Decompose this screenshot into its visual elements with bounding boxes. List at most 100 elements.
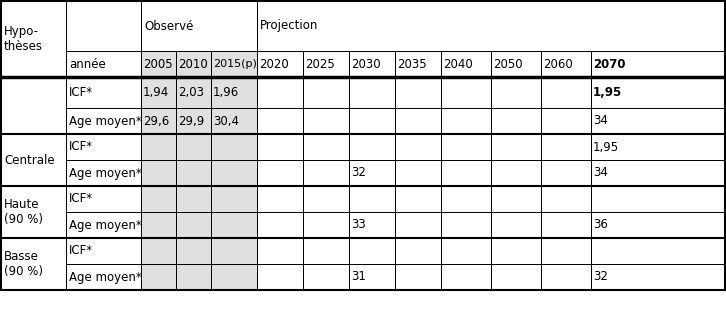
Bar xyxy=(141,264,176,290)
Bar xyxy=(303,134,349,160)
Text: Haute
(90 %): Haute (90 %) xyxy=(4,198,43,226)
Bar xyxy=(349,108,395,134)
Bar xyxy=(257,1,725,51)
Bar xyxy=(441,134,491,160)
Bar xyxy=(176,51,211,77)
Bar xyxy=(591,186,725,212)
Bar xyxy=(541,238,591,264)
Bar xyxy=(591,238,725,264)
Bar xyxy=(491,186,541,212)
Bar xyxy=(66,186,141,212)
Bar xyxy=(349,160,395,186)
Bar xyxy=(491,264,541,290)
Text: 2030: 2030 xyxy=(351,57,380,71)
Bar xyxy=(66,160,141,186)
Bar xyxy=(257,160,303,186)
Text: 2070: 2070 xyxy=(593,57,626,71)
Text: 36: 36 xyxy=(593,218,608,232)
Bar xyxy=(141,160,176,186)
Bar xyxy=(1,186,66,238)
Bar xyxy=(395,108,441,134)
Bar xyxy=(1,238,66,290)
Bar xyxy=(441,212,491,238)
Text: 2010: 2010 xyxy=(178,57,208,71)
Bar xyxy=(591,108,725,134)
Text: 2050: 2050 xyxy=(493,57,523,71)
Bar xyxy=(66,51,141,77)
Bar xyxy=(303,160,349,186)
Text: 1,95: 1,95 xyxy=(593,140,619,154)
Text: Projection: Projection xyxy=(260,19,319,32)
Bar xyxy=(257,134,303,160)
Bar xyxy=(541,212,591,238)
Bar xyxy=(176,212,211,238)
Bar xyxy=(591,51,725,77)
Bar xyxy=(441,238,491,264)
Bar xyxy=(541,77,591,108)
Bar xyxy=(141,51,176,77)
Text: Observé: Observé xyxy=(144,19,193,32)
Bar xyxy=(349,212,395,238)
Text: 2020: 2020 xyxy=(259,57,289,71)
Text: 1,95: 1,95 xyxy=(593,86,622,99)
Text: 34: 34 xyxy=(593,115,608,128)
Bar xyxy=(211,186,257,212)
Bar xyxy=(491,212,541,238)
Bar xyxy=(349,238,395,264)
Bar xyxy=(211,77,257,108)
Bar xyxy=(349,134,395,160)
Bar xyxy=(66,77,141,108)
Text: 30,4: 30,4 xyxy=(213,115,239,128)
Bar xyxy=(303,186,349,212)
Text: 2035: 2035 xyxy=(397,57,427,71)
Bar xyxy=(211,51,257,77)
Bar xyxy=(141,238,176,264)
Bar xyxy=(591,160,725,186)
Bar xyxy=(395,134,441,160)
Bar xyxy=(176,264,211,290)
Bar xyxy=(441,77,491,108)
Text: 1,96: 1,96 xyxy=(213,86,240,99)
Text: 33: 33 xyxy=(351,218,366,232)
Bar xyxy=(141,1,257,51)
Bar xyxy=(541,264,591,290)
Bar xyxy=(441,108,491,134)
Bar xyxy=(141,77,176,108)
Bar xyxy=(395,264,441,290)
Bar xyxy=(303,212,349,238)
Text: Age moyen*: Age moyen* xyxy=(69,167,142,179)
Bar xyxy=(349,51,395,77)
Bar xyxy=(491,238,541,264)
Bar xyxy=(66,264,141,290)
Bar xyxy=(395,238,441,264)
Text: 2060: 2060 xyxy=(543,57,573,71)
Bar xyxy=(257,186,303,212)
Text: ICF*: ICF* xyxy=(69,245,93,257)
Bar xyxy=(176,238,211,264)
Text: Basse
(90 %): Basse (90 %) xyxy=(4,250,43,278)
Bar xyxy=(211,160,257,186)
Bar xyxy=(257,77,303,108)
Bar xyxy=(303,264,349,290)
Text: 2025: 2025 xyxy=(305,57,335,71)
Text: 2040: 2040 xyxy=(443,57,473,71)
Text: Hypo-
thèses: Hypo- thèses xyxy=(4,25,43,53)
Bar xyxy=(349,264,395,290)
Bar xyxy=(176,108,211,134)
Bar xyxy=(141,134,176,160)
Text: 32: 32 xyxy=(593,271,608,284)
Bar xyxy=(441,186,491,212)
Bar xyxy=(176,77,211,108)
Text: 2015(p): 2015(p) xyxy=(213,59,257,69)
Bar xyxy=(349,77,395,108)
Text: ICF*: ICF* xyxy=(69,193,93,206)
Bar xyxy=(257,238,303,264)
Bar xyxy=(441,160,491,186)
Bar xyxy=(591,212,725,238)
Bar xyxy=(66,108,141,134)
Bar xyxy=(591,77,725,108)
Text: année: année xyxy=(69,57,106,71)
Text: Age moyen*: Age moyen* xyxy=(69,218,142,232)
Bar xyxy=(395,160,441,186)
Bar xyxy=(541,108,591,134)
